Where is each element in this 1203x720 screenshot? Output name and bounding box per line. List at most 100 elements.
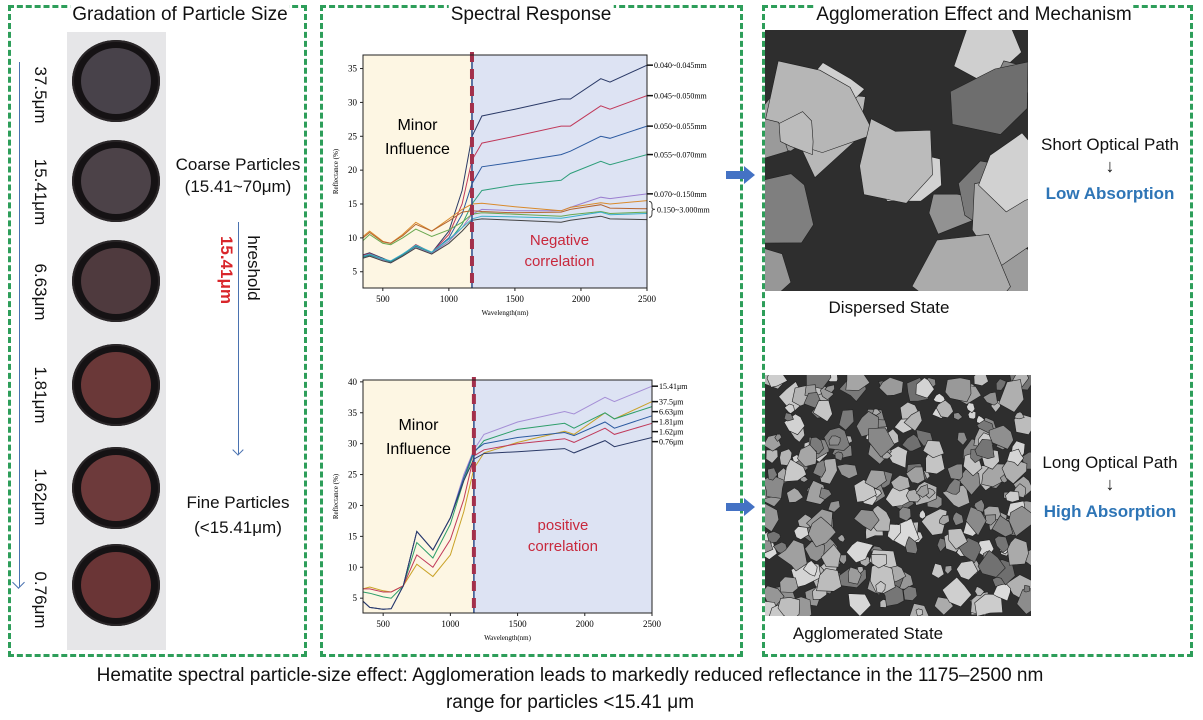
particle-shape [777,597,801,616]
particle-shape [902,585,918,601]
particle-shape [847,593,872,616]
particle-shape [974,438,995,460]
particle-shape [834,451,844,462]
x-tick-label: 1000 [440,294,459,304]
y-tick-label: 20 [348,500,358,510]
correlation-label: Negative [530,232,589,249]
minor-influence-region [363,380,474,613]
particle-shape [1023,584,1031,593]
particle-shape [812,400,833,423]
particle-shape [931,562,945,579]
particle-shape [765,503,780,533]
particle-shape [827,500,841,513]
coarse-range: (15.41~70μm) [184,177,292,196]
particle-shape [998,379,1025,413]
series-line [363,422,653,593]
correlation-region [473,380,652,613]
particle-shape [812,459,827,478]
particle-shape [957,431,968,446]
particle-shape [905,536,918,555]
particle-shape [784,403,795,414]
y-tick-label: 40 [348,377,358,387]
particle-shape [824,384,835,393]
particle-shape [1007,537,1029,566]
series-label: 0.040~0.045mm [654,61,708,70]
y-tick-label: 30 [348,439,358,449]
caption-line-2: range for particles <15.41 μm [445,692,695,713]
sem-image-dispersed [765,30,1028,291]
sample-disc [72,140,160,222]
sample-powder [81,148,151,214]
particle-shape [804,541,826,562]
particle-shape [870,554,888,569]
particle-shape [838,409,855,431]
particle-shape [941,576,972,608]
particle-shape [868,427,895,458]
particle-shape [1016,588,1031,615]
particle-shape [915,484,929,498]
particle-shape [1001,457,1028,485]
particle-shape [991,515,1014,538]
correlation-region [471,55,647,288]
particle-shape [853,509,880,531]
particle-shape [952,511,964,526]
particle-shape [915,377,935,399]
particle-shape [915,608,924,616]
minor-influence-label: Minor [398,417,439,434]
particle-shape [901,433,922,452]
particle-shape [992,581,1011,602]
particle-shape [905,466,926,485]
particle-shape [982,391,998,406]
x-tick-label: 1500 [506,294,525,304]
series-label: 0.055~0.070mm [654,151,708,160]
x-tick-label: 2000 [572,294,591,304]
particle-shape [978,132,1028,213]
y-tick-label: 5 [353,593,358,603]
series-line [362,210,648,246]
particle-shape [991,576,1006,588]
particle-shape [859,118,933,204]
y-tick-label: 35 [348,408,358,418]
high-absorption-label: High Absorption [1043,502,1177,521]
particle-shape [805,480,828,505]
particle-shape [845,375,871,391]
particle-shape [778,111,814,156]
correlation-label: correlation [524,253,594,270]
spectral-title: Spectral Response [448,4,614,26]
particle-shape [944,565,953,575]
spectral-chart-1: 500 1000 1500 2000 2500 5 10 15 20 25 30 35 Waveleng… [332,52,711,317]
particle-shape [765,248,792,291]
particle-shape [995,378,1007,391]
agglomeration-title: Agglomeration Effect and Mechanism [814,4,1134,26]
particle-shape [786,487,804,503]
particle-shape [837,534,846,543]
minor-influence-label: Influence [385,141,450,158]
particle-shape [765,449,779,464]
group-brace [648,200,656,218]
particle-shape [918,509,926,520]
sample-photo-strip [67,32,166,650]
y-tick-label: 5 [353,267,358,277]
y-tick-label: 25 [348,470,358,480]
sample-disc [72,344,160,426]
particle-shape [950,61,1028,135]
particle-shape [944,377,972,403]
coarse-label: Coarse Particles [175,155,301,174]
sample-disc [72,544,160,626]
particle-shape [864,469,887,489]
particle-shape [947,463,964,481]
sample-powder [81,48,151,114]
down-arrow-icon: ↓ [1105,156,1115,176]
size-order-arrow [19,62,20,587]
particle-shape [1008,505,1031,537]
particle-shape [898,506,912,522]
particle-shape [1005,490,1020,503]
particle-shape [973,498,985,513]
particle-shape [903,409,923,432]
x-tick-label: 2000 [576,619,595,629]
particle-shape [828,435,841,446]
y-axis-label: Reflectance (%) [332,148,340,194]
particle-shape [820,543,842,568]
x-tick-label: 1500 [509,619,528,629]
